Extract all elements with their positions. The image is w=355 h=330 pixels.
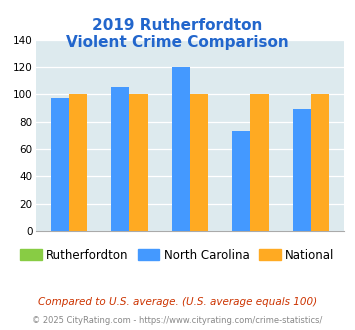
Text: Violent Crime Comparison: Violent Crime Comparison [66,35,289,50]
Bar [190,94,208,231]
Bar [172,67,190,231]
Bar [51,98,69,231]
Text: © 2025 CityRating.com - https://www.cityrating.com/crime-statistics/: © 2025 CityRating.com - https://www.city… [32,315,323,325]
Bar [311,94,329,231]
Bar [293,109,311,231]
Text: Compared to U.S. average. (U.S. average equals 100): Compared to U.S. average. (U.S. average … [38,297,317,307]
Bar [111,87,129,231]
Bar [251,94,269,231]
Legend: Rutherfordton, North Carolina, National: Rutherfordton, North Carolina, National [16,244,339,266]
Bar [232,131,251,231]
Bar [129,94,148,231]
Bar [69,94,87,231]
Text: 2019 Rutherfordton: 2019 Rutherfordton [92,18,263,33]
